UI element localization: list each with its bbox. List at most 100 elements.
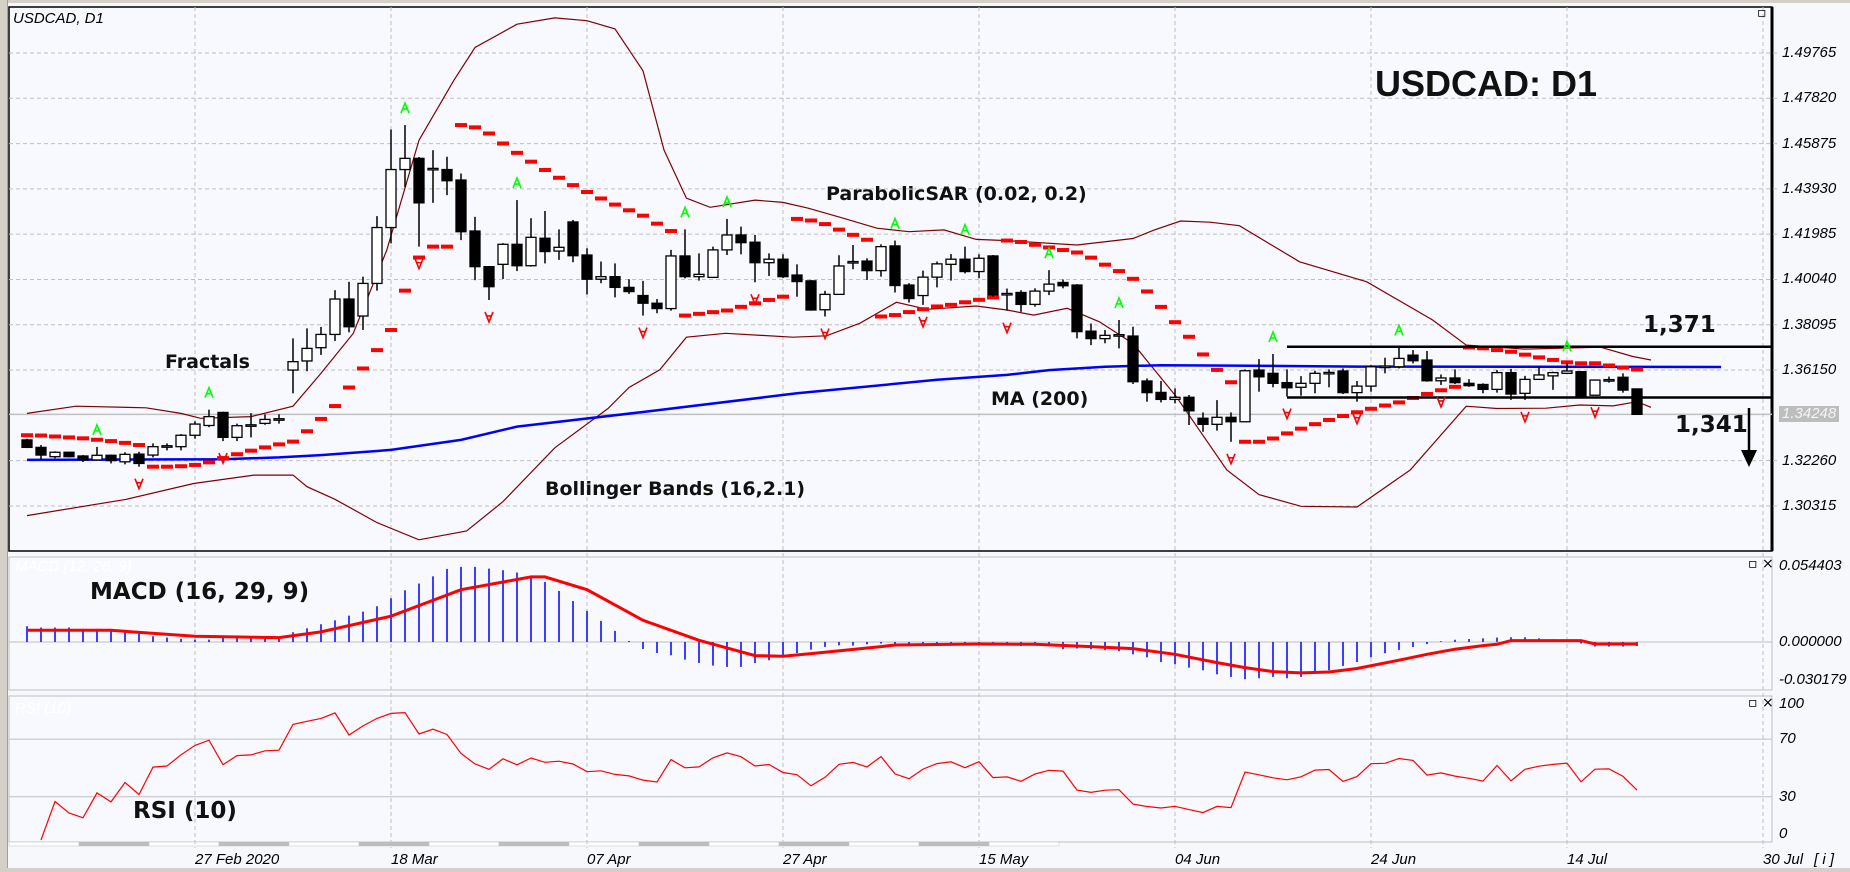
sar-dot (35, 433, 47, 438)
sar-dot (679, 313, 691, 318)
fractal-up-icon (400, 100, 410, 114)
macd-maximize-icon[interactable]: ▫ (1748, 556, 1758, 572)
sar-dot (1155, 304, 1167, 309)
sar-dot (329, 404, 341, 409)
sar-dot (931, 304, 943, 309)
sar-dot (119, 440, 131, 445)
fractal-down-icon (918, 316, 928, 330)
fractal-up-icon (1044, 245, 1054, 259)
bullish-candle (1603, 378, 1615, 382)
sar-dot (49, 434, 61, 439)
sar-dot (1561, 360, 1573, 365)
bearish-candle (567, 221, 579, 257)
sar-dot (1141, 289, 1153, 294)
bullish-candle (385, 168, 397, 229)
sar-dot (1127, 276, 1139, 281)
bearish-candle (679, 255, 691, 278)
sar-dot (1421, 391, 1433, 396)
sar-dot (1085, 255, 1097, 260)
bearish-candle (889, 245, 901, 287)
fractal-up-icon (890, 216, 900, 229)
sar-dot (721, 308, 733, 313)
sar-dot (623, 208, 635, 213)
bearish-candle (1225, 416, 1237, 423)
sar-dot (161, 464, 173, 469)
bearish-candle (105, 454, 117, 462)
bearish-candle (637, 294, 649, 304)
x-axis-info-button[interactable]: [ i ] (1814, 851, 1835, 868)
sar-dot (413, 255, 425, 260)
fractal-down-icon (820, 328, 830, 341)
sar-dot (469, 125, 481, 130)
bullish-candle (1533, 374, 1545, 381)
sar-dot (1351, 410, 1363, 415)
sar-dot (357, 366, 369, 371)
sar-dot (1547, 357, 1559, 362)
bullish-candle (763, 258, 775, 264)
price-tick-label: 1.40040 (1782, 270, 1837, 288)
bullish-candle (119, 453, 131, 463)
bearish-candle (1407, 354, 1419, 362)
fractal-down-icon (1226, 453, 1236, 466)
price-tick-label: 1.43930 (1782, 179, 1837, 197)
bullish-candle (721, 234, 733, 251)
rsi-close-icon[interactable]: × (1762, 695, 1774, 711)
sar-dot (1225, 380, 1237, 385)
bearish-candle (1617, 376, 1629, 391)
sar-dot (1071, 250, 1083, 255)
window-bottom-border (0, 868, 1850, 872)
time-scale-strip (428, 841, 500, 847)
bullish-candle (231, 425, 243, 439)
main-maximize-icon[interactable]: ▫ (1757, 5, 1767, 21)
sar-dot (1379, 403, 1391, 408)
window-left-border (0, 0, 8, 872)
sar-dot (1267, 436, 1279, 441)
bearish-candle (861, 260, 873, 272)
sar-dot (959, 300, 971, 305)
bearish-candle (1337, 370, 1349, 394)
bullish-candle (189, 423, 201, 436)
sar-dot (609, 202, 621, 207)
bullish-candle (665, 255, 677, 310)
bullish-candle (203, 415, 215, 427)
sar-dot (651, 221, 663, 226)
bullish-candle (1169, 396, 1181, 401)
fractal-down-icon (1282, 408, 1292, 421)
bearish-candle (749, 241, 761, 264)
fractal-up-icon (722, 194, 732, 208)
macd-tick-label: 0.054403 (1779, 557, 1842, 574)
sar-dot (91, 437, 103, 442)
sar-dot (903, 310, 915, 315)
bullish-candle (1547, 371, 1559, 377)
bullish-candle (1589, 379, 1601, 396)
sar-dot (1197, 352, 1209, 357)
sar-dot (833, 227, 845, 232)
bearish-candle (1477, 383, 1489, 391)
macd-close-icon[interactable]: × (1762, 556, 1774, 572)
price-tick-label: 1.45875 (1782, 134, 1837, 152)
price-tick-label: 1.38095 (1782, 315, 1837, 333)
bullish-candle (1239, 370, 1251, 423)
bullish-candle (245, 424, 257, 427)
bullish-candle (833, 265, 845, 296)
sar-dot (399, 288, 411, 293)
bullish-candle (399, 157, 411, 171)
rsi-maximize-icon[interactable]: ▫ (1748, 695, 1758, 711)
fractal-down-icon (1590, 406, 1600, 420)
sar-dot (1477, 346, 1489, 351)
bullish-candle (287, 361, 299, 371)
macd-annotation: MACD (16, 29, 9) (90, 579, 310, 605)
bearish-candle (413, 157, 425, 204)
fractal-up-icon (204, 385, 214, 398)
bearish-candle (1253, 369, 1265, 378)
sar-dot (987, 295, 999, 300)
sar-dot (595, 196, 607, 201)
sar-dot (861, 237, 873, 242)
date-tick-label: 15 May (979, 851, 1029, 868)
bullish-candle (315, 333, 327, 349)
time-scale-strip (358, 841, 430, 847)
bearish-candle (21, 439, 33, 449)
sar-dot (875, 314, 887, 319)
ma200-line (26, 363, 1722, 462)
